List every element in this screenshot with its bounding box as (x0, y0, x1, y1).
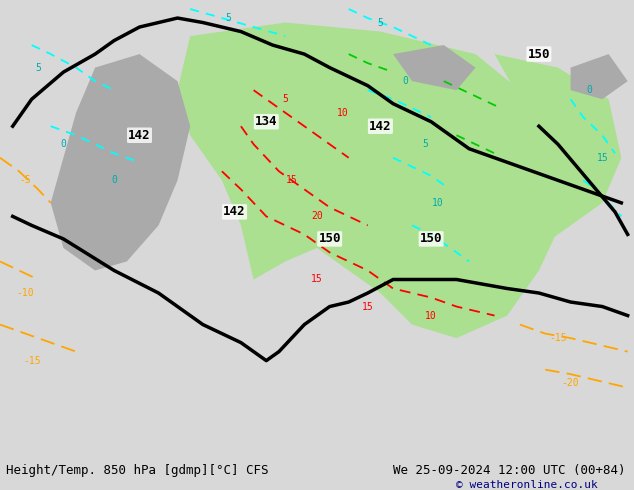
Text: 0: 0 (60, 139, 67, 149)
Text: 20: 20 (311, 211, 323, 221)
Text: 150: 150 (420, 232, 443, 245)
Text: 150: 150 (318, 232, 341, 245)
Text: © weatheronline.co.uk: © weatheronline.co.uk (456, 480, 598, 490)
Text: 5: 5 (35, 63, 41, 73)
Text: 142: 142 (369, 120, 392, 133)
Text: -20: -20 (562, 378, 579, 388)
Text: 142: 142 (223, 205, 246, 219)
Text: 5: 5 (282, 94, 288, 104)
Text: 150: 150 (527, 48, 550, 61)
Text: 15: 15 (362, 301, 373, 312)
Text: 15: 15 (311, 274, 323, 285)
Text: -15: -15 (23, 356, 41, 366)
Text: We 25-09-2024 12:00 UTC (00+84): We 25-09-2024 12:00 UTC (00+84) (393, 464, 626, 477)
Text: 15: 15 (597, 153, 608, 163)
Text: 15: 15 (286, 175, 297, 185)
Text: -5: -5 (20, 175, 31, 185)
Text: Height/Temp. 850 hPa [gdmp][°C] CFS: Height/Temp. 850 hPa [gdmp][°C] CFS (6, 464, 269, 477)
Text: 10: 10 (432, 198, 443, 208)
Text: -10: -10 (16, 288, 34, 298)
Text: 0: 0 (111, 175, 117, 185)
Text: 0: 0 (403, 76, 409, 86)
Text: 5: 5 (377, 18, 384, 27)
Text: 10: 10 (425, 311, 437, 320)
Text: 0: 0 (586, 85, 593, 95)
Text: 5: 5 (225, 13, 231, 23)
Text: 5: 5 (422, 139, 428, 149)
Text: 134: 134 (255, 115, 278, 128)
Text: 10: 10 (337, 108, 348, 118)
Text: -15: -15 (549, 333, 567, 343)
Text: 142: 142 (128, 129, 151, 142)
